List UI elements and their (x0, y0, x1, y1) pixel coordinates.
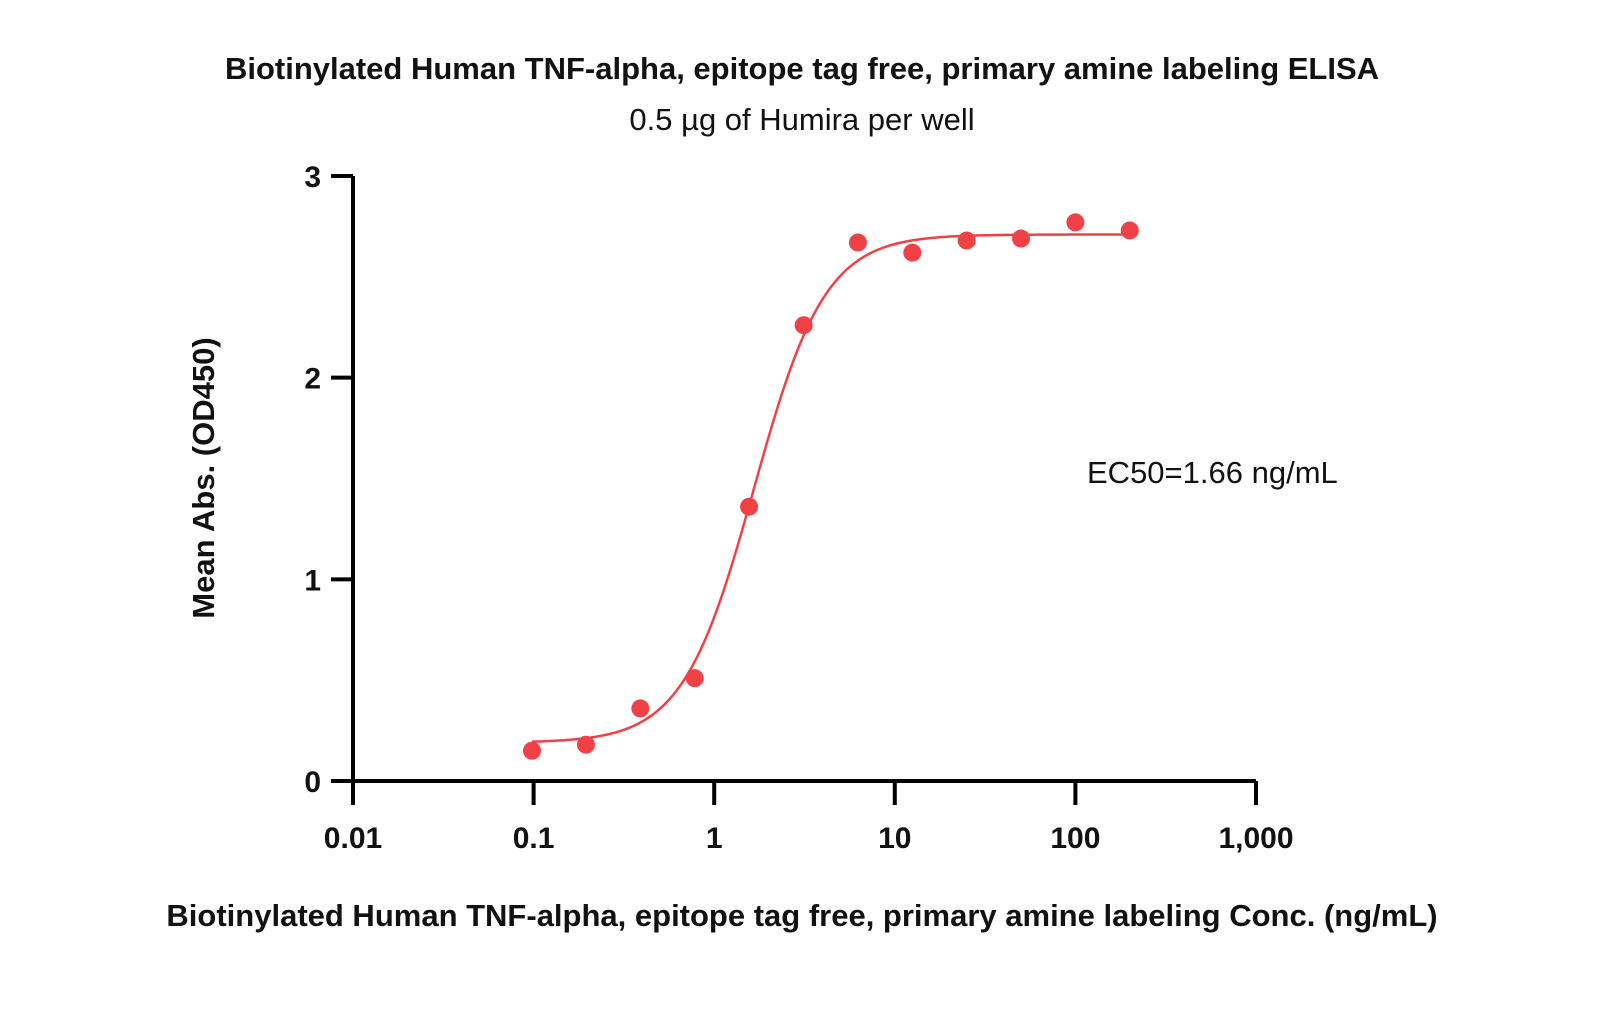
data-point (1066, 213, 1085, 232)
x-tick-label: 0.1 (513, 822, 555, 855)
x-tick-label: 10 (878, 822, 911, 855)
data-point (957, 231, 976, 250)
chart-subtitle: 0.5 µg of Humira per well (629, 102, 974, 137)
fit-curve-layer (531, 233, 1130, 743)
x-tick-label: 0.01 (324, 822, 382, 855)
chart-title: Biotinylated Human TNF-alpha, epitope ta… (225, 51, 1379, 86)
y-ticks: 0 1 2 3 (304, 161, 353, 799)
y-tick-label: 3 (304, 161, 321, 194)
plot-area: 0 1 2 3 0.01 0.1 1 10 100 1,000 (304, 161, 1293, 855)
x-tick-label: 1 (706, 822, 723, 855)
data-point (903, 243, 922, 262)
data-point (848, 233, 867, 252)
data-points (523, 213, 1139, 760)
data-point (576, 735, 595, 754)
y-axis-label: Mean Abs. (OD450) (186, 337, 221, 618)
x-ticks: 0.01 0.1 1 10 100 1,000 (324, 781, 1294, 855)
fit-curve (531, 233, 1130, 743)
data-point (794, 316, 813, 335)
y-tick-label: 2 (304, 363, 321, 396)
data-point (1012, 229, 1031, 248)
data-point (740, 497, 759, 516)
data-point (523, 741, 542, 760)
x-tick-label: 1,000 (1218, 822, 1293, 855)
data-point (631, 699, 650, 718)
y-tick-label: 0 (304, 766, 321, 799)
data-point (685, 669, 704, 688)
ec50-annotation: EC50=1.66 ng/mL (1087, 455, 1338, 490)
data-point (1120, 221, 1139, 240)
x-tick-label: 100 (1050, 822, 1100, 855)
x-axis-label: Biotinylated Human TNF-alpha, epitope ta… (166, 898, 1437, 933)
y-tick-label: 1 (304, 564, 321, 597)
